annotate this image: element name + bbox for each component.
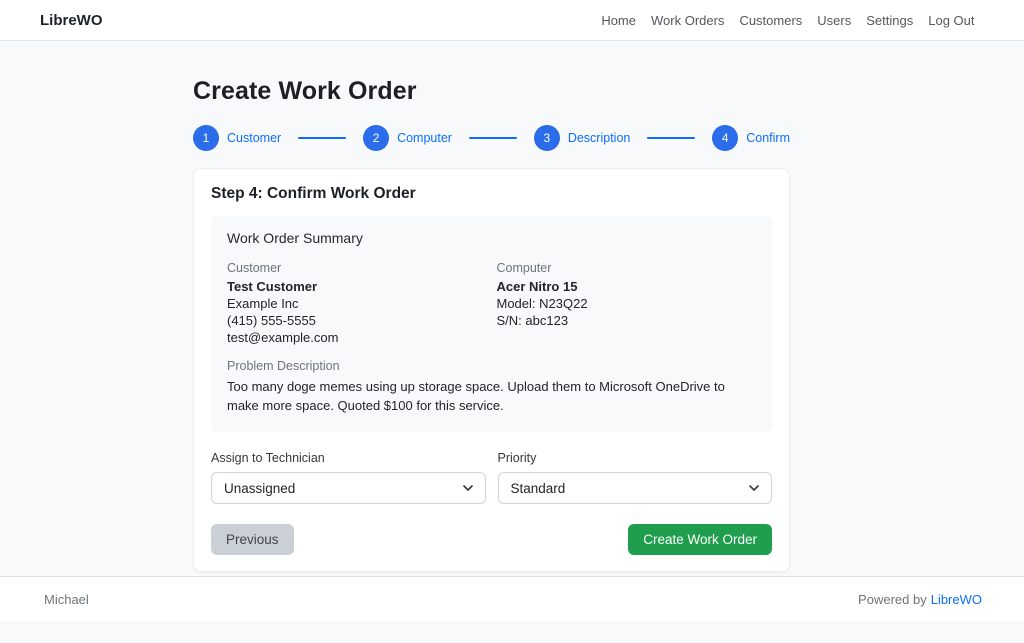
computer-serial: S/N: abc123 xyxy=(496,313,569,328)
nav-item-customers[interactable]: Customers xyxy=(739,12,803,28)
top-navbar: LibreWO Home Work Orders Customers Users… xyxy=(0,0,1024,41)
chevron-down-icon xyxy=(462,485,473,491)
step-1-circle: 1 xyxy=(193,125,219,151)
step-confirm: 4 Confirm xyxy=(712,125,790,151)
priority-field-group: Priority Standard xyxy=(497,451,772,504)
summary-columns: Customer Test Customer Example Inc (415)… xyxy=(227,261,756,346)
customer-phone: (415) 555-5555 xyxy=(227,313,316,328)
step-computer: 2 Computer xyxy=(363,125,452,151)
priority-select[interactable]: Standard xyxy=(497,472,772,504)
step-3-circle: 3 xyxy=(533,125,560,151)
technician-selected-value: Unassigned xyxy=(224,480,296,496)
step-connector-line xyxy=(647,137,696,139)
step-2-label: Computer xyxy=(397,131,452,145)
footer-username: Michael xyxy=(44,591,89,607)
assignment-form-row: Assign to Technician Unassigned Priority… xyxy=(211,451,772,504)
summary-title: Work Order Summary xyxy=(227,230,363,246)
technician-field-group: Assign to Technician Unassigned xyxy=(211,451,486,504)
step-4-circle: 4 xyxy=(712,125,739,151)
customer-company: Example Inc xyxy=(227,296,299,311)
computer-summary: Computer Acer Nitro 15 Model: N23Q22 S/N… xyxy=(497,261,757,346)
confirm-card: Step 4: Confirm Work Order Work Order Su… xyxy=(193,168,790,572)
computer-model: Model: N23Q22 xyxy=(496,296,588,311)
step-2-circle: 2 xyxy=(363,125,390,151)
create-work-order-button[interactable]: Create Work Order xyxy=(628,524,772,555)
problem-text: Too many doge memes using up storage spa… xyxy=(227,379,725,413)
step-description: 3 Description xyxy=(533,125,631,151)
nav-item-logout[interactable]: Log Out xyxy=(928,12,975,28)
previous-button[interactable]: Previous xyxy=(211,524,294,555)
step-4-label: Confirm xyxy=(746,131,790,145)
priority-selected-value: Standard xyxy=(510,480,566,496)
problem-description: Problem Description Too many doge memes … xyxy=(227,359,756,415)
nav-item-users[interactable]: Users xyxy=(817,12,852,28)
customer-summary: Customer Test Customer Example Inc (415)… xyxy=(227,261,487,346)
step-customer: 1 Customer xyxy=(193,125,281,151)
main-nav: Home Work Orders Customers Users Setting… xyxy=(594,9,982,32)
step-3-label: Description xyxy=(567,131,631,145)
priority-label: Priority xyxy=(497,451,537,465)
card-title: Step 4: Confirm Work Order xyxy=(211,185,416,202)
footer-brand-link[interactable]: LibreWO xyxy=(930,591,982,607)
chevron-down-icon xyxy=(749,485,759,491)
work-order-summary: Work Order Summary Customer Test Custome… xyxy=(211,216,772,432)
nav-item-settings[interactable]: Settings xyxy=(866,12,914,28)
page-footer: Michael Powered by LibreWO xyxy=(0,576,1024,621)
brand-logo[interactable]: LibreWO xyxy=(40,11,103,29)
technician-label: Assign to Technician xyxy=(211,451,325,465)
computer-label: Computer xyxy=(496,261,552,275)
powered-by: Powered by LibreWO xyxy=(858,592,982,607)
nav-item-work-orders[interactable]: Work Orders xyxy=(651,12,725,28)
problem-label: Problem Description xyxy=(227,359,340,373)
computer-name: Acer Nitro 15 xyxy=(496,279,578,294)
wizard-buttons-row: Previous Create Work Order xyxy=(211,524,772,555)
step-1-label: Customer xyxy=(227,131,282,145)
page-title: Create Work Order xyxy=(193,77,417,105)
customer-email: test@example.com xyxy=(227,330,339,345)
powered-by-text: Powered by xyxy=(858,591,927,607)
content-container: Create Work Order 1 Customer 2 Computer … xyxy=(193,41,790,572)
nav-item-home[interactable]: Home xyxy=(601,12,636,28)
step-connector-line xyxy=(298,137,347,139)
customer-label: Customer xyxy=(227,261,282,275)
customer-name: Test Customer xyxy=(227,279,318,294)
wizard-stepper: 1 Customer 2 Computer 3 Description 4 Co… xyxy=(193,125,790,151)
step-connector-line xyxy=(468,137,517,139)
technician-select[interactable]: Unassigned xyxy=(211,472,486,504)
page-body: Create Work Order 1 Customer 2 Computer … xyxy=(0,41,1024,576)
